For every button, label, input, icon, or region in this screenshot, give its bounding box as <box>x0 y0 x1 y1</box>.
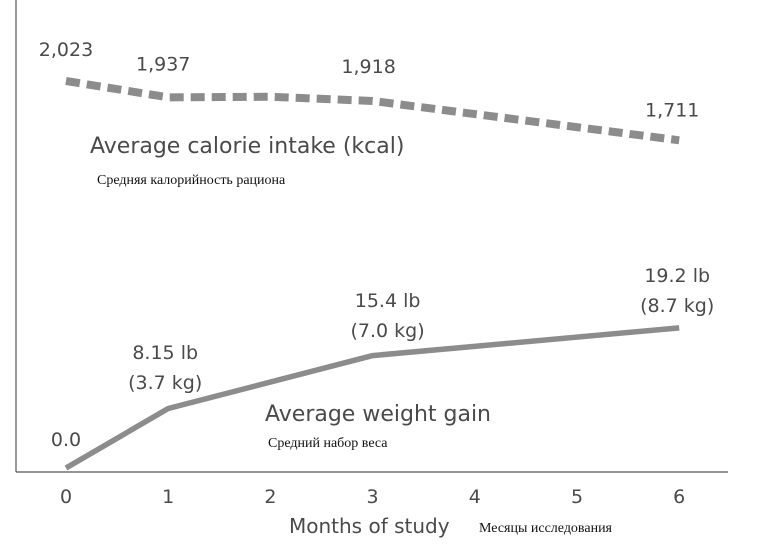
x-axis-title-translation: Месяцы исследования <box>479 521 613 536</box>
calorie-data-label: 1,918 <box>341 56 395 78</box>
calorie-data-label: 1,937 <box>136 53 190 75</box>
weight-data-label-kg: (7.0 kg) <box>351 320 425 342</box>
weight-series-translation: Средний набор веса <box>268 436 388 451</box>
x-tick-label: 4 <box>469 486 481 508</box>
weight-series-label: Average weight gain <box>265 402 491 427</box>
data-labels: 2,023 1,937 1,918 1,711 0.0 8.15 lb (3.7 kg) 15… <box>39 39 714 451</box>
weight-data-label: 8.15 lb <box>132 342 198 364</box>
x-tick-label: 5 <box>571 486 583 508</box>
x-tick-label: 3 <box>367 486 379 508</box>
x-tick-label: 0 <box>60 486 72 508</box>
x-axis-ticks: 0 1 2 3 4 5 6 <box>60 486 685 508</box>
weight-data-label: 0.0 <box>51 429 81 451</box>
weight-data-label: 19.2 lb <box>644 265 710 287</box>
calorie-data-label: 2,023 <box>39 39 93 61</box>
weight-data-label-kg: (3.7 kg) <box>128 372 202 394</box>
calorie-series-label: Average calorie intake (kcal) <box>90 134 404 159</box>
weight-data-label-kg: (8.7 kg) <box>640 295 714 317</box>
x-tick-label: 6 <box>673 486 685 508</box>
weight-data-label: 15.4 lb <box>355 290 421 312</box>
x-axis-title: Months of study <box>289 514 450 538</box>
x-tick-label: 2 <box>264 486 276 508</box>
calorie-series-translation: Средняя калорийность рациона <box>97 173 286 188</box>
calorie-data-label: 1,711 <box>645 99 699 121</box>
weight-line <box>64 325 680 471</box>
series-lines <box>64 77 680 471</box>
x-tick-label: 1 <box>162 486 174 508</box>
calorie-line <box>65 77 680 145</box>
